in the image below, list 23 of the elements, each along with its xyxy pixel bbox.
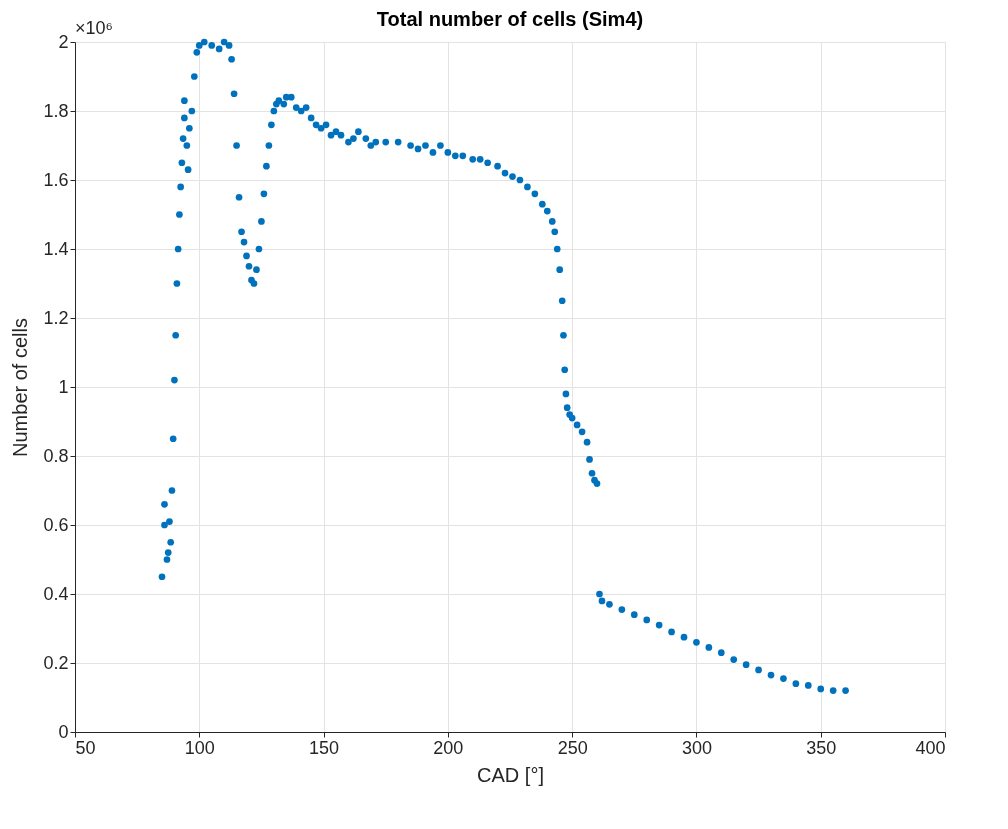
y-tick-label: 1.8 xyxy=(43,100,69,121)
chart-title: Total number of cells (Sim4) xyxy=(376,8,644,30)
y-tick-label: 1.4 xyxy=(43,238,69,259)
y-tick-label: 2 xyxy=(58,31,69,52)
y-tick-label: 0.6 xyxy=(43,514,69,535)
y-tick-label: 0 xyxy=(58,721,69,742)
y-tick-label: 0.8 xyxy=(43,445,69,466)
x-axis-title: CAD [°] xyxy=(477,763,544,786)
y-tick-label: 0.4 xyxy=(43,583,69,604)
x-tick-label: 150 xyxy=(309,737,340,758)
x-tick-label: 100 xyxy=(184,737,215,758)
text: ×10⁶ xyxy=(75,18,113,38)
y-tick-label: 1.2 xyxy=(43,307,69,328)
y-tick-label: 1.6 xyxy=(43,169,69,190)
y-tick-label: 1 xyxy=(58,376,69,397)
y-tick-label: 0.2 xyxy=(43,652,69,673)
x-tick-label: 350 xyxy=(806,737,837,758)
x-tick-label: 50 xyxy=(75,737,96,758)
x-tick-label: 300 xyxy=(681,737,712,758)
x-tick-label: 200 xyxy=(433,737,464,758)
x-tick-label: 400 xyxy=(915,737,946,758)
y-axis-title: Number of cells xyxy=(9,318,32,457)
x-tick-label: 250 xyxy=(557,737,588,758)
